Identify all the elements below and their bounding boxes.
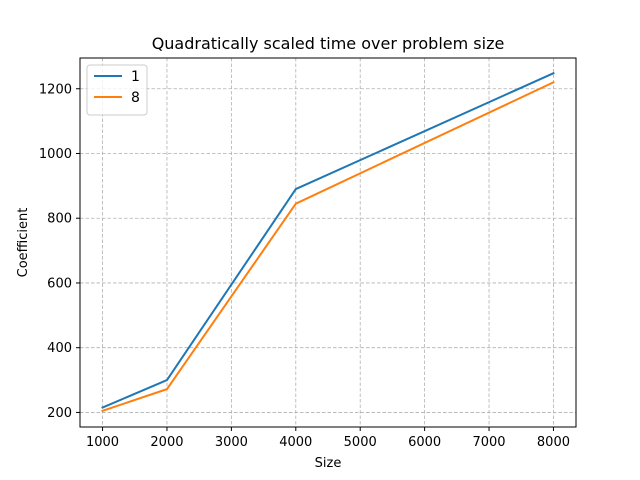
- y-axis-ticks: 200 400 600 800 1000 1200: [39, 82, 80, 421]
- chart-title: Quadratically scaled time over problem s…: [152, 34, 505, 53]
- legend-box: [86, 64, 148, 116]
- y-tick-label: 600: [47, 276, 72, 291]
- x-tick-label: 4000: [279, 435, 312, 450]
- y-axis-label: Coefficient: [16, 208, 31, 278]
- legend-label-series-8: 8: [131, 90, 140, 106]
- y-tick-label: 400: [47, 341, 72, 356]
- x-tick-label: 2000: [150, 435, 183, 450]
- series-lines: [101, 71, 555, 413]
- y-tick-label: 1200: [39, 82, 72, 97]
- grid: [80, 58, 576, 427]
- legend-label-series-1: 1: [131, 69, 140, 85]
- series-line-8: [101, 80, 555, 413]
- plot-area-frame: [79, 57, 577, 428]
- x-axis-label: Size: [315, 456, 342, 471]
- x-tick-label: 8000: [537, 435, 570, 450]
- y-tick-label: 200: [47, 406, 72, 421]
- legend: 1 8: [86, 64, 148, 116]
- y-tick-label: 800: [47, 212, 72, 227]
- x-tick-label: 5000: [344, 435, 377, 450]
- series-line-1: [101, 71, 555, 409]
- y-tick-label: 1000: [39, 147, 72, 162]
- x-tick-label: 1000: [86, 435, 119, 450]
- x-axis-ticks: 1000 2000 3000 4000 5000 6000 7000 8000: [86, 427, 570, 450]
- x-tick-label: 7000: [472, 435, 505, 450]
- x-tick-label: 6000: [408, 435, 441, 450]
- x-tick-label: 3000: [215, 435, 248, 450]
